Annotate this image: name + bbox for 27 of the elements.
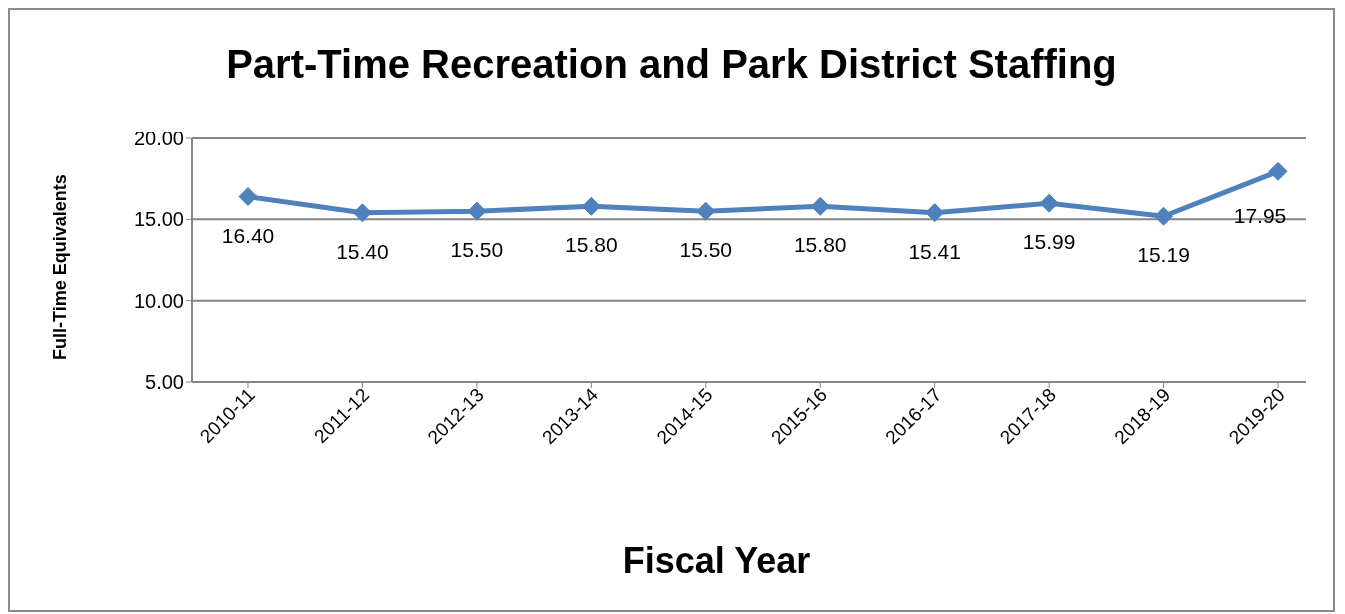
y-tick-label: 20.00 <box>133 127 184 150</box>
point <box>1039 193 1059 213</box>
data-label: 15.40 <box>336 239 389 263</box>
point <box>696 201 716 221</box>
y-tick-label: 15.00 <box>133 208 184 231</box>
data-label: 17.95 <box>1233 204 1287 228</box>
y-tick-label: 10.00 <box>133 289 184 312</box>
data-label: 15.50 <box>450 238 504 262</box>
data-label: 15.99 <box>1022 230 1076 254</box>
point <box>238 187 258 207</box>
data-label: 15.41 <box>908 239 961 263</box>
point <box>1268 161 1288 181</box>
point <box>925 203 945 223</box>
point <box>467 201 487 221</box>
data-label: 15.80 <box>793 233 847 257</box>
x-axis-title: Fiscal Year <box>621 540 812 582</box>
data-label: 16.40 <box>221 223 275 247</box>
point <box>581 196 601 216</box>
point <box>352 203 372 223</box>
y-tick-label: 5.00 <box>145 371 184 394</box>
point <box>1154 206 1174 226</box>
chart-title: Part-Time Recreation and Park District Staffing <box>225 42 1118 87</box>
y-axis-title: Full-Time Equivalents <box>50 174 71 360</box>
data-label: 15.50 <box>679 238 733 262</box>
point <box>810 196 830 216</box>
data-label: 15.19 <box>1137 243 1190 267</box>
data-label: 15.80 <box>565 233 618 257</box>
